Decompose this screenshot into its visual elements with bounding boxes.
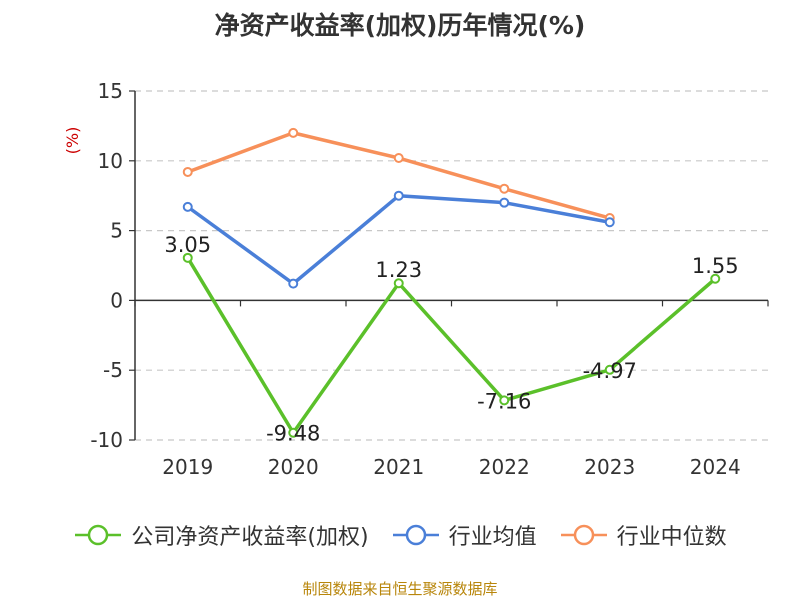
y-tick-label: 15 xyxy=(98,79,123,103)
data-point xyxy=(182,201,193,212)
data-point xyxy=(604,217,615,228)
data-label: -7.16 xyxy=(477,389,531,413)
legend: 公司净资产收益率(加权) 行业均值 行业中位数 xyxy=(0,519,800,551)
series-line xyxy=(187,131,611,220)
legend-item[interactable]: 公司净资产收益率(加权) xyxy=(73,519,369,551)
data-point xyxy=(182,252,193,263)
x-tick-label: 2024 xyxy=(690,455,741,479)
y-tick-label: 5 xyxy=(110,219,123,243)
grid-lines xyxy=(135,90,768,441)
y-tick-label: -10 xyxy=(90,428,123,452)
series-line xyxy=(186,256,717,435)
y-tick-label: 0 xyxy=(110,288,123,312)
data-point xyxy=(288,127,299,138)
legend-marker-icon xyxy=(392,524,439,546)
data-point xyxy=(499,197,510,208)
source-note: 制图数据来自恒生聚源数据库 xyxy=(302,580,498,598)
x-tick-label: 2022 xyxy=(479,455,530,479)
data-point xyxy=(393,153,404,164)
legend-label: 行业中位数 xyxy=(616,525,727,550)
legend-item[interactable]: 行业中位数 xyxy=(559,519,727,551)
x-tick-label: 2023 xyxy=(584,455,635,479)
x-tick-label: 2020 xyxy=(268,455,319,479)
data-label: -9.48 xyxy=(266,422,320,446)
series-points xyxy=(182,127,721,438)
x-tick-labels: 2019 2020 2021 2022 2023 2024 xyxy=(162,455,740,479)
y-tick-labels: -10 -5 0 5 10 15 xyxy=(90,79,123,452)
legend-label: 行业均值 xyxy=(448,525,537,550)
y-tick-label: -5 xyxy=(103,358,123,382)
x-tick-label: 2019 xyxy=(162,455,213,479)
x-tick-label: 2021 xyxy=(373,455,424,479)
legend-label: 公司净资产收益率(加权) xyxy=(131,525,369,550)
data-labels: 3.05 -9.48 1.23 -7.16 -4.97 1.55 xyxy=(164,233,738,446)
data-point xyxy=(393,278,404,289)
y-tick-label: 10 xyxy=(98,149,123,173)
series-lines xyxy=(186,131,717,435)
data-label: 1.23 xyxy=(375,258,422,282)
data-point xyxy=(499,183,510,194)
data-point xyxy=(710,273,721,284)
data-point xyxy=(499,395,510,406)
data-label: 1.55 xyxy=(692,254,739,278)
chart-title: 净资产收益率(加权)历年情况(%) xyxy=(214,11,586,40)
legend-marker-icon xyxy=(75,524,122,546)
data-label: 3.05 xyxy=(164,233,211,257)
data-point xyxy=(288,278,299,289)
data-point xyxy=(288,427,299,438)
data-point xyxy=(393,190,404,201)
data-point xyxy=(182,166,193,177)
legend-item[interactable]: 行业均值 xyxy=(391,519,537,551)
axes xyxy=(129,90,769,441)
data-point xyxy=(604,364,615,375)
data-label: -4.97 xyxy=(583,359,637,383)
y-axis-label: (%) xyxy=(63,127,82,155)
legend-marker-icon xyxy=(560,524,607,546)
